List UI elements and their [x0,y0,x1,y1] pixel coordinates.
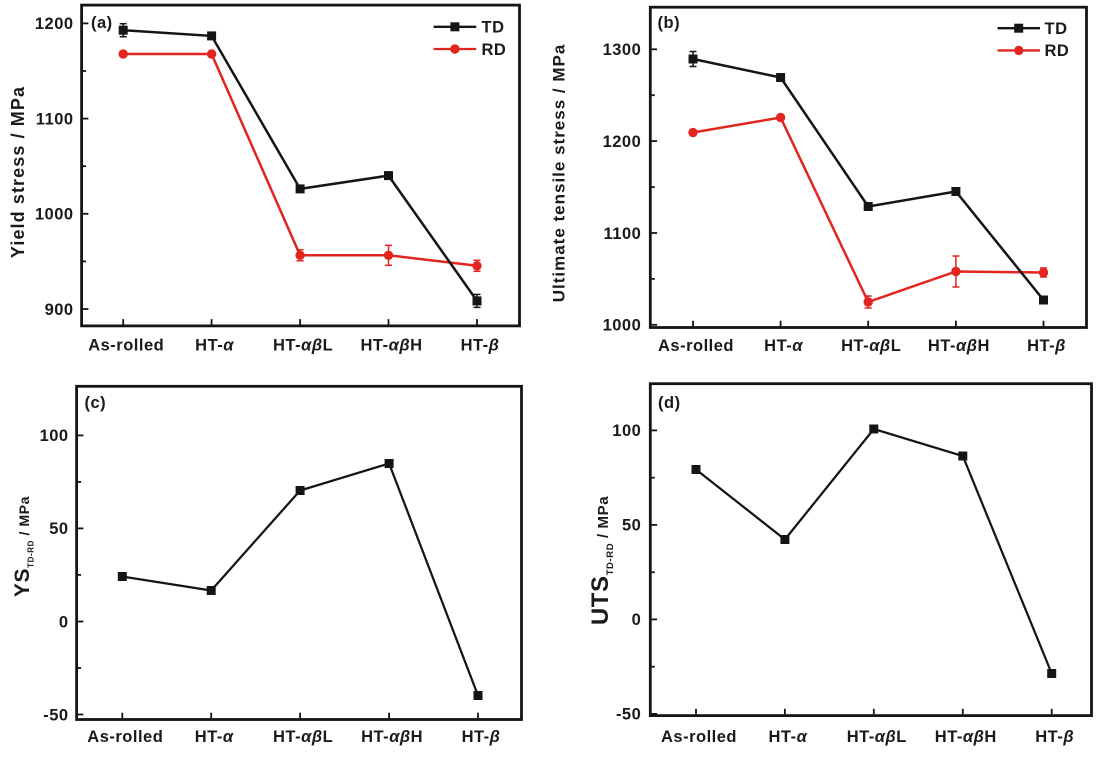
svg-text:900: 900 [45,301,74,319]
svg-text:50: 50 [622,517,641,535]
svg-text:1100: 1100 [604,225,642,243]
svg-text:(c): (c) [85,394,107,412]
svg-text:HT-β: HT-β [1027,337,1066,355]
svg-text:-50: -50 [43,706,68,724]
svg-text:HT-α: HT-α [764,337,803,355]
svg-text:TD: TD [1045,20,1068,38]
svg-text:1000: 1000 [35,206,74,224]
svg-text:(d): (d) [658,394,681,412]
svg-text:Yield stress / MPa: Yield stress / MPa [8,86,28,258]
svg-text:(a): (a) [91,14,113,32]
svg-text:50: 50 [49,520,68,538]
svg-text:1300: 1300 [603,41,642,59]
svg-text:HT-αβH: HT-αβH [935,728,997,746]
svg-text:HT-αβH: HT-αβH [361,337,423,355]
svg-text:HT-β: HT-β [461,337,500,355]
svg-text:HT-αβL: HT-αβL [273,728,333,746]
svg-text:1000: 1000 [603,317,642,335]
svg-text:As-rolled: As-rolled [87,728,163,746]
svg-text:As-rolled: As-rolled [658,337,734,355]
svg-text:100: 100 [40,427,69,445]
svg-text:RD: RD [482,41,507,59]
svg-text:HT-αβL: HT-αβL [273,337,333,355]
svg-text:100: 100 [612,422,641,440]
svg-text:HT-αβH: HT-αβH [928,337,990,355]
svg-text:1200: 1200 [603,133,642,151]
svg-text:0: 0 [59,613,69,631]
svg-text:HT-αβL: HT-αβL [847,728,907,746]
svg-text:1100: 1100 [36,110,74,128]
svg-text:TD: TD [482,19,505,37]
svg-text:HT-β: HT-β [462,728,501,746]
svg-text:1200: 1200 [35,15,74,33]
svg-text:HT-α: HT-α [768,728,807,746]
svg-text:HT-αβH: HT-αβH [361,728,423,746]
svg-text:HT-α: HT-α [195,728,234,746]
svg-text:(b): (b) [658,14,681,32]
svg-text:0: 0 [632,611,642,629]
svg-text:As-rolled: As-rolled [88,337,164,355]
svg-text:-50: -50 [616,706,641,724]
svg-text:Ultimate tensile stress / MPa: Ultimate tensile stress / MPa [550,44,569,303]
svg-text:HT-αβL: HT-αβL [841,337,901,355]
svg-text:RD: RD [1045,42,1070,60]
svg-text:HT-α: HT-α [195,337,234,355]
svg-text:As-rolled: As-rolled [661,728,737,746]
svg-text:HT-β: HT-β [1035,728,1074,746]
